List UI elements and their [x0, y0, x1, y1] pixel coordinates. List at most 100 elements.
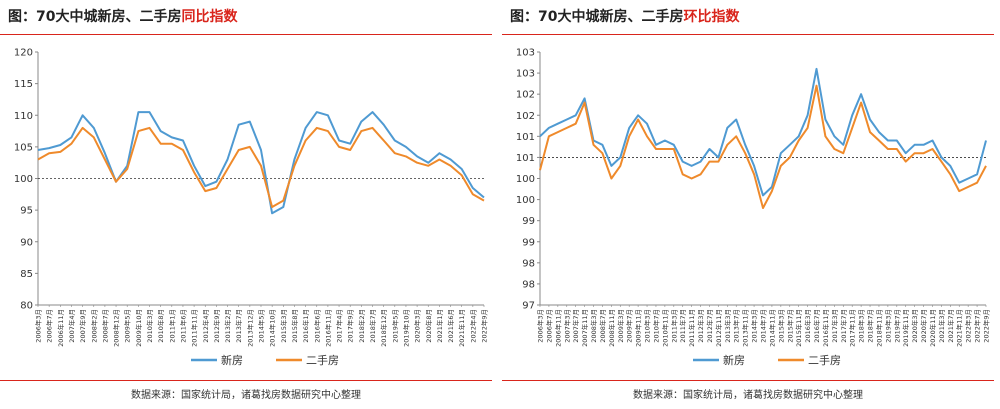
- x-tick-label: 2013年7月: [732, 309, 741, 343]
- x-tick-label: 2020年3月: [910, 309, 919, 343]
- series-line-second: [37, 126, 485, 208]
- x-tick-label: 2010年7月: [651, 309, 660, 343]
- x-tick-label: 2010年8月: [156, 309, 165, 343]
- x-tick-label: 2014年3月: [750, 309, 759, 343]
- x-tick-label: 2014年11月: [767, 309, 776, 347]
- x-tick-label: 2007年11月: [580, 309, 589, 347]
- x-tick-label: 2021年1月: [435, 309, 444, 343]
- y-tick-label: 97: [522, 301, 535, 312]
- x-tick-label: 2021年11月: [457, 309, 466, 347]
- x-tick-label: 2022年9月: [982, 309, 991, 343]
- legend: 新房 二手房: [693, 353, 841, 367]
- x-tick-label: 2016年11月: [323, 309, 332, 347]
- y-tick-label: 98: [522, 258, 535, 269]
- y-tick-label: 102: [516, 111, 535, 122]
- x-tick-label: 2019年10月: [401, 309, 410, 347]
- y-tick-label: 101: [516, 153, 535, 164]
- x-tick-label: 2012年9月: [212, 309, 221, 343]
- x-tick-label: 2009年10月: [134, 309, 143, 347]
- y-tick-label: 120: [14, 48, 33, 59]
- x-tick-label: 2018年12月: [379, 309, 388, 347]
- x-tick-label: 2017年7月: [839, 309, 848, 343]
- x-tick-label: 2007年4月: [67, 309, 76, 343]
- x-tick-label: 2017年3月: [830, 309, 839, 343]
- x-tick-label: 2021年3月: [937, 309, 946, 343]
- y-tick-label: 90: [20, 237, 33, 248]
- x-tick-label: 2014年10月: [268, 309, 277, 347]
- y-tick-label: 80: [20, 301, 33, 312]
- x-tick-label: 2019年5月: [390, 309, 399, 343]
- x-tick-label: 2009年7月: [625, 309, 634, 343]
- x-tick-label: 2012年7月: [705, 309, 714, 343]
- x-tick-label: 2015年3月: [776, 309, 785, 343]
- x-tick-label: 2006年3月: [34, 309, 43, 343]
- x-tick-label: 2010年3月: [145, 309, 154, 343]
- footer-divider: [502, 380, 994, 381]
- x-tick-label: 2010年3月: [643, 309, 652, 343]
- legend: 新房 二手房: [191, 353, 339, 367]
- x-tick-label: 2022年9月: [480, 309, 489, 343]
- x-tick-label: 2015年3月: [279, 309, 288, 343]
- footer-divider: [0, 380, 492, 381]
- source-note: 数据来源：国家统计局，诸葛找房数据研究中心整理: [633, 390, 863, 401]
- x-tick-label: 2022年3月: [964, 309, 973, 343]
- x-tick-label: 2019年3月: [883, 309, 892, 343]
- y-tick-label: 99: [522, 216, 535, 227]
- x-tick-label: 2012年3月: [696, 309, 705, 343]
- y-tick-label: 110: [14, 111, 33, 122]
- y-tick-label: 103: [516, 48, 535, 59]
- x-tick-label: 2007年3月: [562, 309, 571, 343]
- x-tick-label: 2019年11月: [901, 309, 910, 347]
- x-tick-label: 2018年2月: [357, 309, 366, 343]
- x-tick-label: 2012年11月: [714, 309, 723, 347]
- chart-title: 图：70大中城新房、二手房同比指数: [8, 9, 238, 25]
- x-tick-label: 2013年12月: [245, 309, 254, 347]
- x-tick-label: 2013年2月: [223, 309, 232, 343]
- chart-panel-mom: 图：70大中城新房、二手房环比指数 97 98 98 99 99 100 100 101 101…: [502, 0, 994, 409]
- x-tick-label: 2013年7月: [234, 309, 243, 343]
- x-tick-label: 2015年7月: [785, 309, 794, 343]
- x-tick-label: 2011年11月: [687, 309, 696, 347]
- x-tick-label: 2009年11月: [634, 309, 643, 347]
- y-tick-label: 85: [20, 269, 33, 280]
- y-tick-label: 95: [20, 206, 33, 217]
- y-tick-label: 100: [516, 195, 535, 206]
- x-tick-label: 2020年8月: [424, 309, 433, 343]
- y-tick-label: 102: [516, 90, 535, 101]
- y-tick-label: 105: [14, 142, 33, 153]
- x-tick-label: 2020年11月: [928, 309, 937, 347]
- y-tick-label: 98: [522, 279, 535, 290]
- x-tick-label: 2018年7月: [368, 309, 377, 343]
- y-tick-label: 100: [516, 174, 535, 185]
- x-tick-label: 2011年11月: [190, 309, 199, 347]
- series-line-new: [539, 67, 987, 197]
- mom-line-chart: 97 98 98 99 99 100 100 101 101 102 102 103 103 2006年3…: [516, 48, 991, 368]
- x-tick-label: 2017年11月: [848, 309, 857, 347]
- x-tick-label: 2014年7月: [759, 309, 768, 343]
- legend-label: 新房: [723, 353, 745, 367]
- x-tick-label: 2011年1月: [167, 309, 176, 343]
- y-tick-label: 99: [522, 237, 535, 248]
- x-tick-label: 2020年7月: [919, 309, 928, 343]
- x-tick-label: 2018年11月: [874, 309, 883, 347]
- x-tick-label: 2021年7月: [946, 309, 955, 343]
- x-tick-label: 2017年9月: [346, 309, 355, 343]
- x-tick-label: 2006年7月: [544, 309, 553, 343]
- legend-label: 二手房: [808, 353, 841, 367]
- x-tick-label: 2006年3月: [536, 309, 545, 343]
- x-tick-label: 2019年7月: [892, 309, 901, 343]
- chart-panel-yoy: 图：70大中城新房、二手房同比指数 80 85 90 95 100 105 110 115 12…: [0, 0, 492, 409]
- x-tick-label: 2008年11月: [607, 309, 616, 347]
- x-tick-label: 2006年7月: [45, 309, 54, 343]
- legend-label: 新房: [221, 353, 243, 367]
- x-tick-label: 2009年5月: [123, 309, 132, 343]
- y-tick-label: 100: [14, 174, 33, 185]
- x-tick-label: 2008年3月: [589, 309, 598, 343]
- x-tick-label: 2022年4月: [468, 309, 477, 343]
- chart-title: 图：70大中城新房、二手房环比指数: [510, 9, 740, 25]
- x-tick-label: 2007年9月: [78, 309, 87, 343]
- x-tick-label: 2018年7月: [866, 309, 875, 343]
- y-tick-label: 103: [516, 69, 535, 80]
- x-tick-label: 2020年3月: [413, 309, 422, 343]
